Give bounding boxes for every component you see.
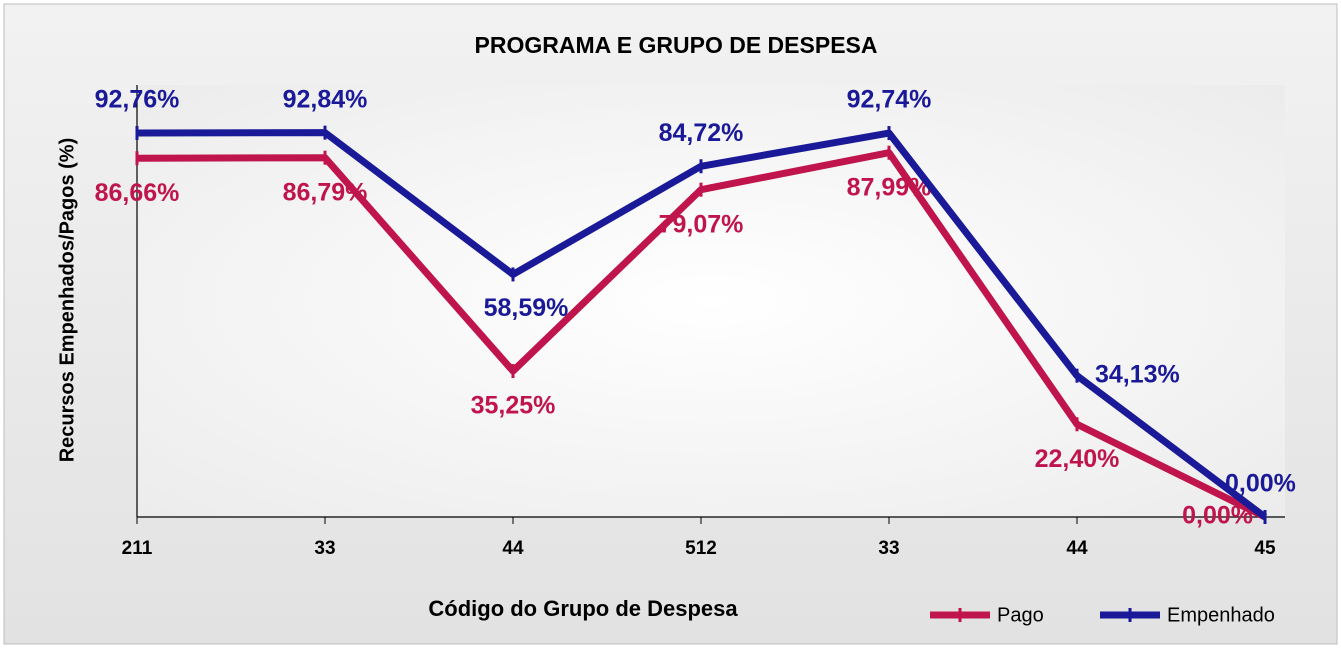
data-label: 87,99%: [847, 173, 932, 201]
x-tick-label: 44: [502, 538, 524, 559]
x-tick-label: 45: [1254, 538, 1276, 559]
data-label: 34,13%: [1095, 360, 1180, 388]
data-label: 58,59%: [484, 294, 569, 322]
x-tick-label: 211: [122, 538, 153, 559]
x-tick-label: 33: [878, 538, 899, 559]
data-label: 0,00%: [1225, 470, 1296, 498]
data-label: 84,72%: [659, 119, 744, 147]
data-label: 22,40%: [1035, 445, 1120, 473]
data-label: 92,76%: [95, 86, 180, 114]
data-label: 35,25%: [471, 392, 556, 420]
chart-title: PROGRAMA E GRUPO DE DESPESA: [475, 32, 878, 58]
data-label: 92,74%: [847, 86, 932, 114]
x-tick-label: 33: [314, 538, 335, 559]
data-label: 86,66%: [95, 179, 180, 207]
legend-label: Pago: [997, 604, 1044, 626]
data-label: 0,00%: [1182, 502, 1253, 530]
x-axis-title: Código do Grupo de Despesa: [428, 596, 738, 621]
legend-label: Empenhado: [1167, 604, 1275, 626]
x-tick-label: 44: [1066, 538, 1088, 559]
data-label: 92,84%: [283, 85, 368, 113]
y-axis-title: Recursos Empenhados/Pagos (%): [56, 138, 78, 463]
data-label: 79,07%: [659, 210, 744, 238]
x-tick-label: 512: [685, 538, 717, 559]
data-label: 86,79%: [283, 178, 368, 206]
